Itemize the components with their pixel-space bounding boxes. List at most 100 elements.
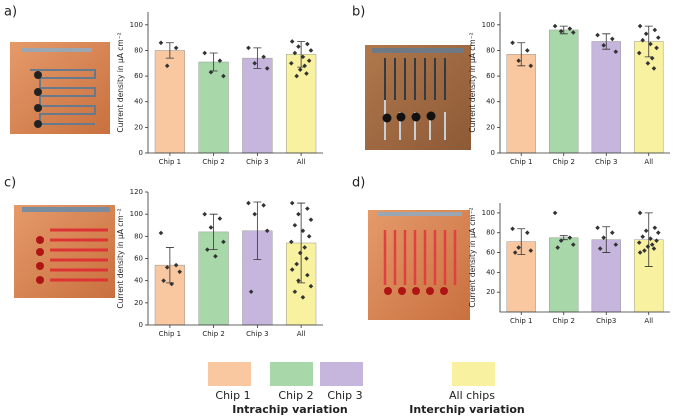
data-point	[510, 40, 515, 46]
x-tick-label: Chip 1	[159, 158, 181, 166]
bar	[549, 237, 579, 313]
legend-label: Chip 2	[278, 389, 313, 402]
data-point	[261, 54, 266, 60]
data-point	[645, 244, 651, 249]
data-point	[289, 267, 295, 272]
y-tick-label: 20	[486, 123, 495, 131]
data-point	[202, 211, 207, 217]
y-tick-label: 100	[130, 21, 143, 29]
y-tick-label: 100	[482, 21, 495, 29]
data-point	[305, 41, 310, 47]
data-point	[158, 230, 164, 236]
axis-frame	[499, 203, 670, 313]
bar	[154, 50, 185, 154]
data-point	[640, 37, 645, 43]
y-tick-label: 40	[486, 98, 495, 106]
y-tick-label: 60	[486, 249, 495, 257]
axis-frame	[147, 192, 323, 326]
x-tick-label: All	[644, 317, 653, 325]
error-bar	[165, 42, 174, 59]
panel-label: a)	[4, 5, 17, 20]
y-tick-label: 40	[134, 277, 143, 285]
x-tick-label: Chip 3	[595, 158, 617, 166]
y-tick-label: 60	[486, 72, 495, 80]
data-point	[296, 211, 301, 217]
data-point	[643, 228, 649, 234]
data-point	[296, 278, 301, 283]
data-point	[652, 27, 658, 33]
data-point	[208, 225, 214, 230]
data-point	[308, 283, 314, 289]
data-point	[645, 60, 651, 66]
y-tick-label: 20	[134, 299, 143, 307]
data-point	[555, 245, 560, 250]
legend-swatch	[208, 362, 251, 386]
data-point	[651, 246, 657, 251]
data-point	[601, 235, 606, 240]
data-point	[297, 67, 303, 72]
data-point	[177, 269, 182, 275]
data-point	[652, 225, 658, 231]
y-tick-label: 0	[491, 149, 495, 157]
x-tick-label: All	[644, 158, 653, 166]
chip-photo-c	[14, 205, 115, 298]
data-point	[304, 71, 309, 76]
data-point	[525, 230, 530, 236]
data-point	[208, 69, 214, 75]
error-bar	[644, 212, 653, 267]
x-tick-label: Chip 2	[553, 158, 575, 166]
y-tick-label: 80	[134, 232, 143, 240]
panel-label: d)	[352, 176, 365, 191]
x-tick-label: Chip 2	[202, 330, 224, 338]
data-point	[302, 63, 307, 69]
x-tick-label: Chip 2	[553, 317, 575, 325]
legend-group-label: Interchip variation	[409, 403, 525, 416]
y-tick-label: 20	[134, 123, 143, 131]
panel-label: b)	[352, 5, 365, 20]
y-tick-label: 80	[134, 46, 143, 54]
data-point	[528, 63, 534, 69]
data-point	[636, 240, 642, 245]
data-point	[164, 63, 170, 69]
y-tick-label: 80	[486, 229, 495, 237]
data-point	[649, 55, 655, 61]
data-point	[637, 250, 643, 255]
bar	[591, 41, 621, 154]
data-point	[289, 239, 294, 245]
data-point	[595, 32, 600, 38]
data-point	[648, 236, 653, 241]
data-point	[173, 45, 179, 51]
y-tick-label: 40	[486, 268, 495, 276]
data-point	[516, 245, 521, 250]
data-point	[300, 228, 306, 234]
legend-swatch	[320, 362, 363, 386]
data-point	[252, 60, 257, 66]
y-axis-title: Current density in µA cm⁻²	[116, 32, 125, 132]
data-point	[525, 48, 530, 53]
data-point	[300, 294, 306, 300]
x-tick-label: Chip 3	[246, 158, 268, 166]
error-bar	[517, 228, 526, 255]
panel-label: c)	[4, 176, 16, 191]
data-point	[610, 230, 615, 236]
data-point	[161, 278, 166, 283]
error-bar	[559, 25, 568, 35]
axis-frame	[147, 12, 323, 154]
data-point	[597, 246, 603, 251]
data-point	[261, 203, 266, 208]
data-point	[305, 206, 310, 211]
data-point	[613, 242, 619, 247]
data-point	[640, 234, 645, 239]
data-point	[570, 30, 576, 35]
data-point	[248, 289, 254, 295]
data-point	[217, 216, 223, 221]
data-point	[512, 250, 518, 255]
y-tick-label: 20	[486, 288, 495, 296]
data-point	[655, 230, 661, 236]
data-point	[264, 228, 270, 234]
error-bar	[602, 33, 611, 50]
data-point	[528, 248, 534, 253]
data-point	[294, 261, 299, 267]
data-point	[595, 225, 600, 231]
